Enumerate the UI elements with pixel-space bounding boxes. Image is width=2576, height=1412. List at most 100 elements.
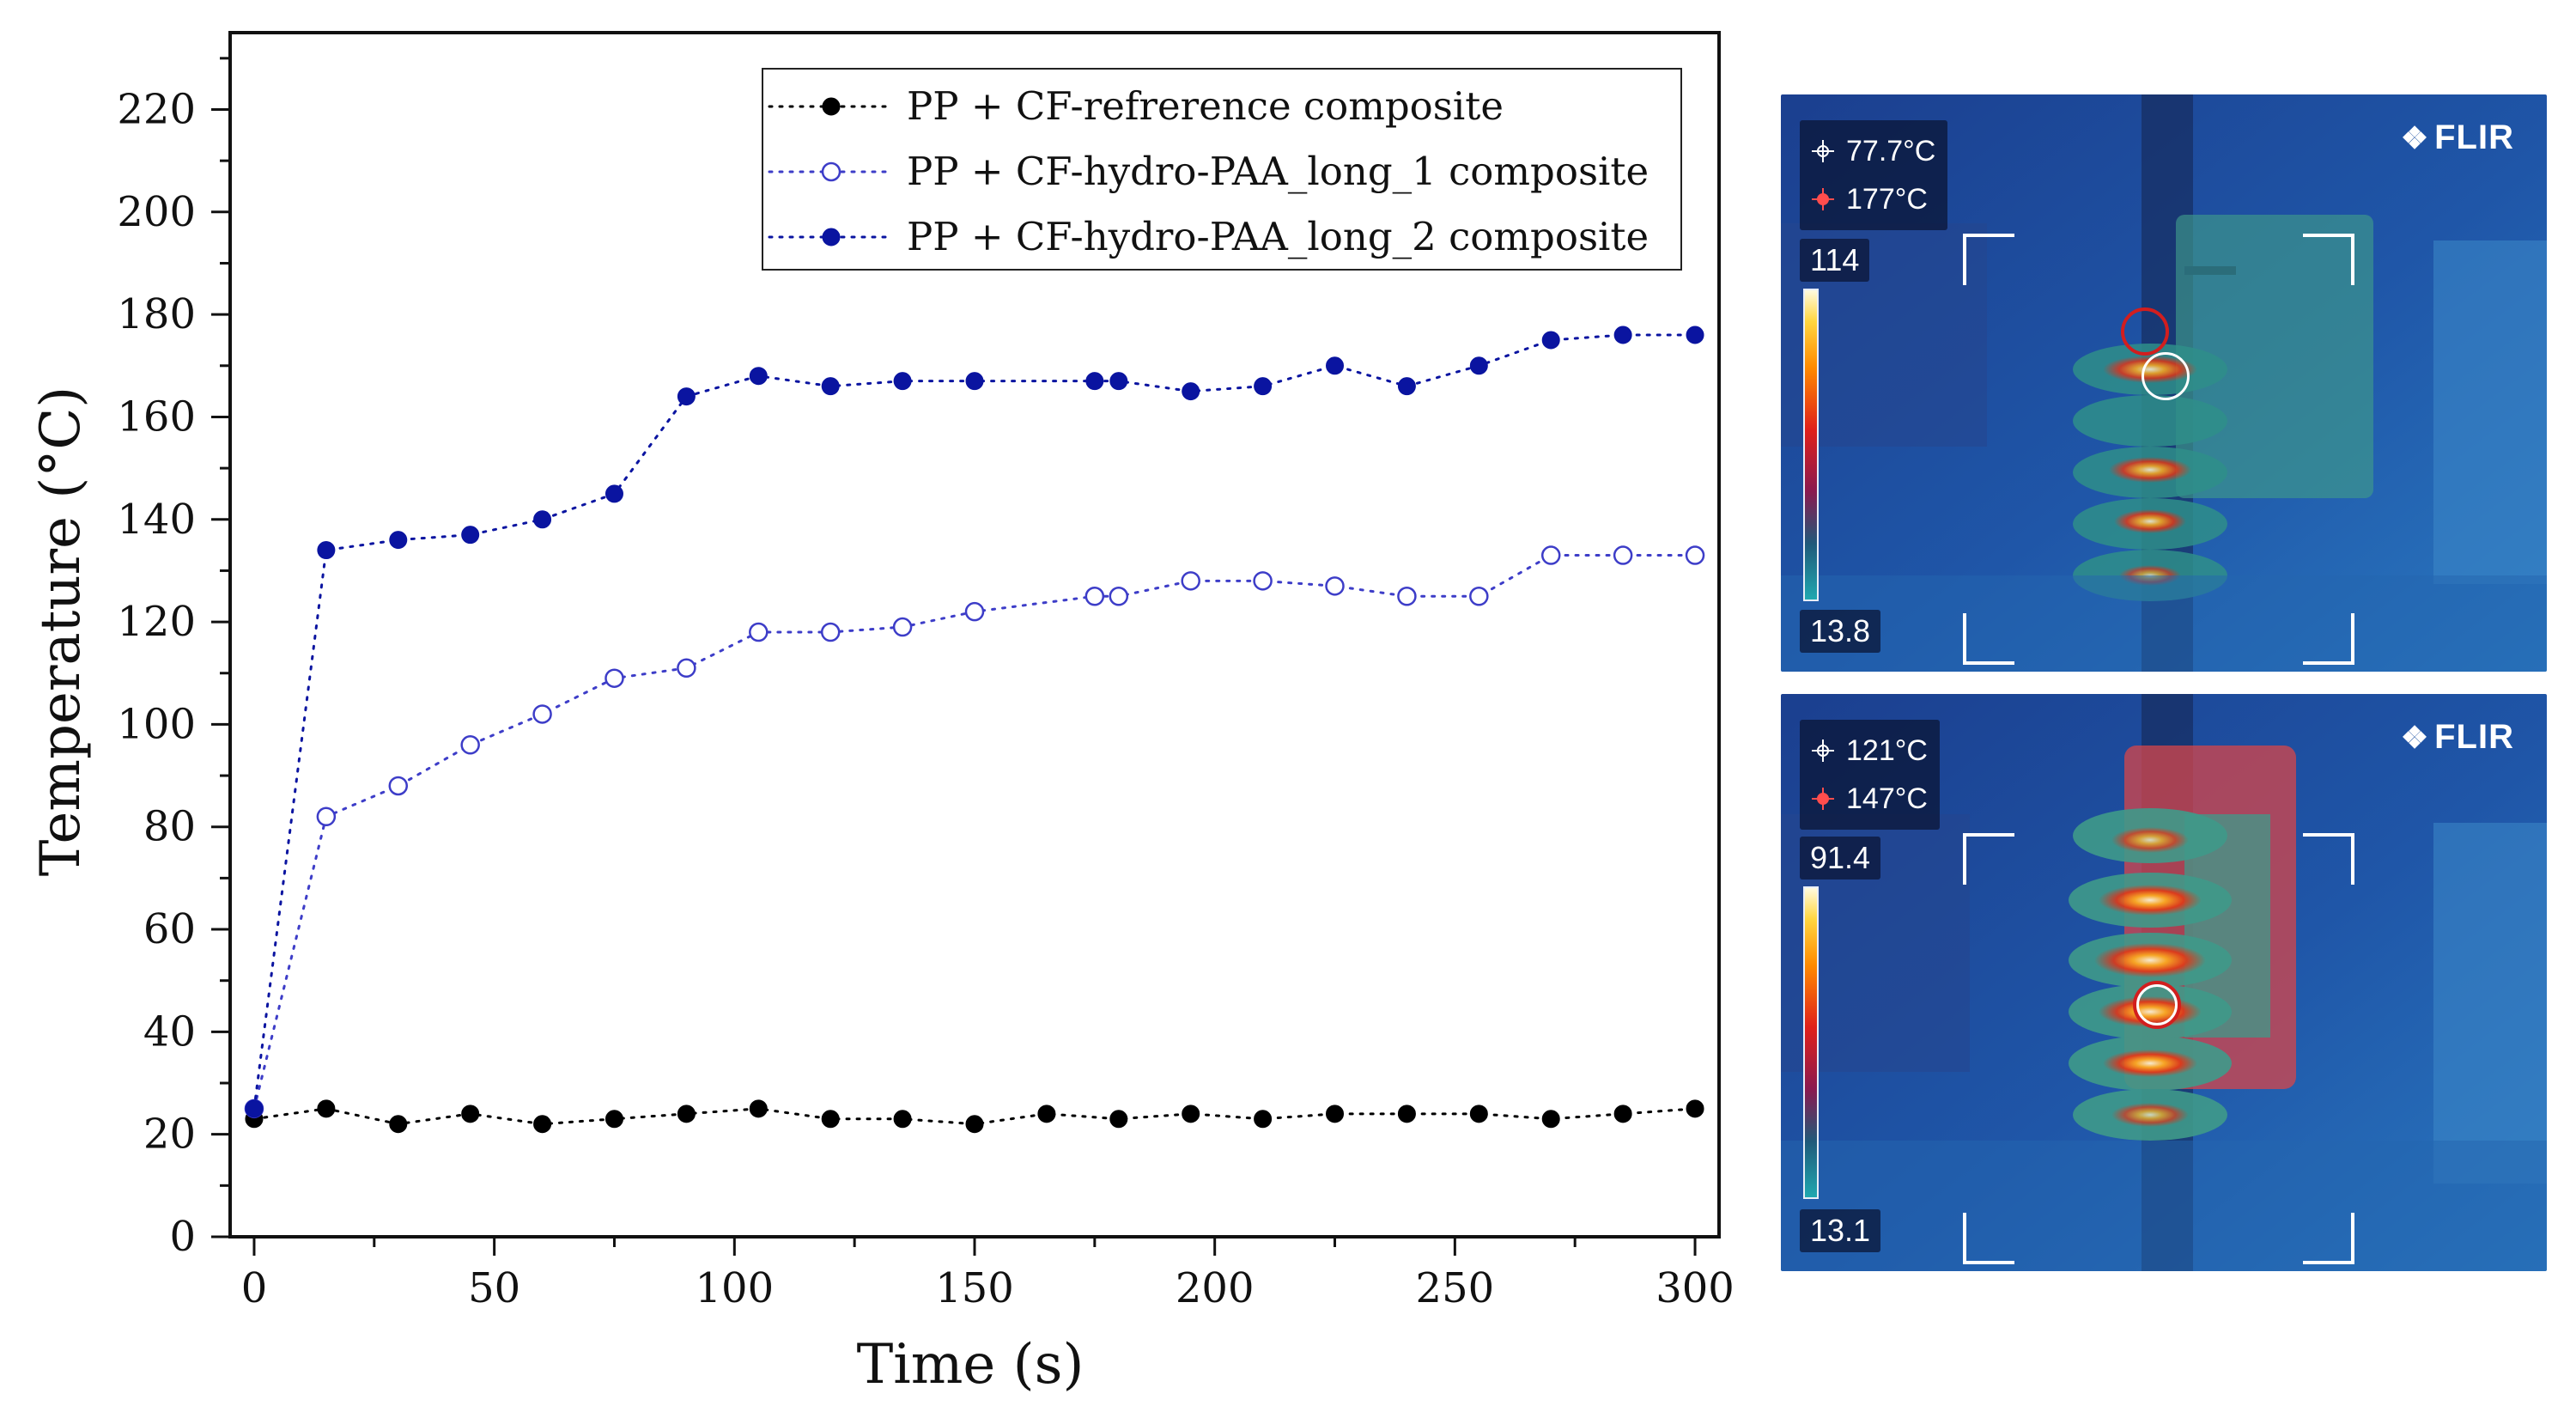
data-point — [1469, 1105, 1488, 1123]
flir-mark-icon: ❖ — [2400, 719, 2430, 755]
data-point — [1541, 331, 1560, 350]
data-point — [1469, 356, 1488, 375]
data-point — [1685, 545, 1705, 565]
spot-marker — [2136, 984, 2178, 1026]
legend-item: PP + CF-hydro-PAA_long_2 composite — [768, 214, 1649, 259]
hotspot-crosshair-icon — [1812, 788, 1834, 810]
data-point — [1085, 372, 1104, 391]
data-point — [388, 776, 409, 796]
data-point — [1254, 1110, 1273, 1129]
y-tick-label: 80 — [143, 803, 196, 851]
max-temperature: 177°C — [1846, 183, 1928, 216]
data-point — [460, 735, 480, 755]
series-line — [252, 1107, 1697, 1126]
data-point — [677, 387, 696, 406]
flir-mark-icon: ❖ — [2400, 119, 2430, 155]
data-point — [964, 601, 985, 622]
axes: 0 50 100 150 200 250 300 0 20 40 60 80 100 120 140 160 1… — [117, 31, 1735, 1312]
data-point — [1182, 1105, 1200, 1123]
legend-item: PP + CF-refrerence composite — [768, 83, 1504, 129]
data-point — [893, 1110, 912, 1129]
x-tick-label: 150 — [935, 1264, 1014, 1312]
y-tick-label: 220 — [117, 85, 196, 133]
data-point — [1109, 587, 1129, 606]
x-axis-title: Time (s) — [857, 1333, 1084, 1397]
y-tick-label: 100 — [117, 700, 196, 748]
data-point — [1325, 576, 1345, 596]
thermal-image-bottom: 121°C 147°C ❖ FLIR 91.4 13.1 — [1781, 694, 2547, 1271]
hotspot-crosshair-icon — [1812, 188, 1834, 210]
data-point — [1397, 377, 1416, 396]
color-scale-bar — [1803, 289, 1819, 601]
legend-label: PP + CF-refrerence composite — [907, 83, 1504, 129]
data-point — [1037, 1105, 1056, 1123]
y-tick-label: 120 — [117, 598, 196, 646]
legend-box — [762, 68, 1682, 271]
flir-logo: ❖ FLIR — [2401, 119, 2514, 157]
data-point — [1613, 545, 1633, 565]
y-tick-label: 40 — [143, 1007, 196, 1056]
x-tick-label: 200 — [1176, 1264, 1255, 1312]
data-point — [1469, 587, 1489, 606]
y-tick-label: 200 — [117, 188, 196, 236]
data-point — [1326, 356, 1345, 375]
legend-marker — [822, 228, 841, 246]
temperature-readout: 77.7°C 177°C — [1800, 120, 1948, 230]
data-point — [1109, 1110, 1128, 1129]
data-point — [1686, 1099, 1704, 1118]
legend-marker — [821, 161, 841, 182]
spot-readout: 77.7°C — [1812, 127, 1935, 175]
data-point — [1397, 587, 1417, 606]
series-3 — [245, 326, 1704, 1118]
data-point — [965, 1115, 984, 1134]
series-line — [252, 333, 1697, 1111]
y-tick-label: 60 — [143, 905, 196, 953]
plot-area — [244, 326, 1705, 1134]
color-scale-bar — [1803, 886, 1819, 1199]
flir-brand-text: FLIR — [2434, 119, 2514, 156]
legend-label: PP + CF-hydro-PAA_long_2 composite — [907, 214, 1649, 259]
data-point — [820, 622, 841, 642]
measurement-frame — [1963, 833, 2354, 1264]
data-point — [1613, 1105, 1632, 1123]
scale-max-label: 114 — [1800, 239, 1870, 282]
max-readout: 177°C — [1812, 175, 1935, 223]
scale-min-label: 13.1 — [1800, 1209, 1881, 1252]
data-point — [965, 372, 984, 391]
data-point — [1613, 326, 1632, 344]
x-tick-label: 50 — [468, 1264, 520, 1312]
series-line — [252, 554, 1697, 1111]
data-point — [605, 668, 624, 688]
data-point — [532, 704, 552, 724]
spot-temperature: 77.7°C — [1846, 135, 1936, 167]
data-point — [533, 1115, 552, 1134]
y-tick-label: 0 — [169, 1213, 196, 1261]
data-point — [605, 484, 623, 503]
data-point — [1253, 571, 1273, 591]
data-point — [1326, 1105, 1345, 1123]
data-point — [316, 806, 337, 827]
flir-logo: ❖ FLIR — [2401, 718, 2514, 757]
data-point — [821, 1110, 840, 1129]
data-point — [1541, 1110, 1560, 1129]
hotspot-marker — [2121, 307, 2169, 356]
legend-label: PP + CF-hydro-PAA_long_1 composite — [907, 149, 1649, 194]
x-tick-label: 300 — [1656, 1264, 1735, 1312]
x-tick-label: 250 — [1416, 1264, 1495, 1312]
data-point — [1181, 571, 1200, 591]
legend: PP + CF-refrerence composite PP + CF-hydr… — [762, 68, 1682, 271]
data-point — [1084, 587, 1105, 606]
temperature-readout: 121°C 147°C — [1800, 720, 1940, 830]
scale-max-label: 91.4 — [1800, 837, 1881, 879]
data-point — [1109, 372, 1128, 391]
max-readout: 147°C — [1812, 775, 1928, 823]
data-point — [1182, 382, 1200, 401]
legend-item: PP + CF-hydro-PAA_long_1 composite — [768, 149, 1649, 194]
data-point — [533, 510, 552, 529]
data-point — [1540, 545, 1561, 565]
y-axis-title: Temperature (°C) — [29, 386, 93, 877]
temperature-chart: 0 50 100 150 200 250 300 0 20 40 60 80 100 120 140 160 1… — [29, 31, 1735, 1397]
legend-marker — [822, 97, 841, 116]
data-point — [749, 622, 769, 642]
spot-marker — [2142, 352, 2190, 400]
